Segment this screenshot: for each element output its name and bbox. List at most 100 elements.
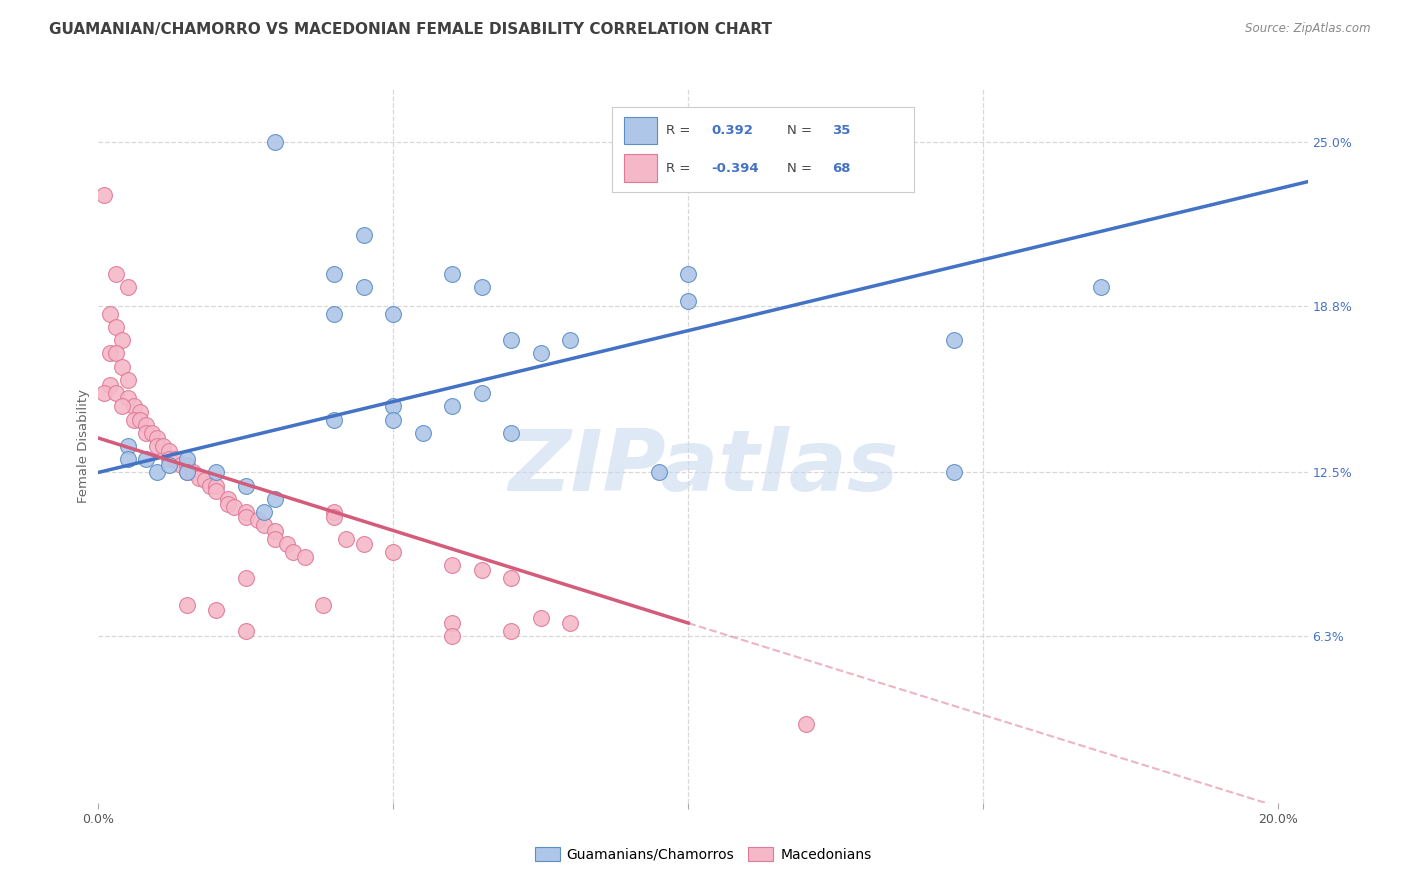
Text: -0.394: -0.394: [711, 161, 759, 175]
Text: Source: ZipAtlas.com: Source: ZipAtlas.com: [1246, 22, 1371, 36]
Y-axis label: Female Disability: Female Disability: [77, 389, 90, 503]
Point: [157, 444, 180, 458]
Point: [141, 425, 163, 440]
Point: [111, 359, 134, 374]
Point: [648, 466, 671, 480]
Point: [323, 412, 346, 426]
Text: 35: 35: [832, 124, 851, 137]
Point: [98, 346, 121, 360]
Point: [217, 491, 239, 506]
Point: [353, 227, 375, 242]
Point: [323, 505, 346, 519]
Point: [105, 267, 128, 281]
Point: [128, 412, 150, 426]
Legend: Guamanians/Chamorros, Macedonians: Guamanians/Chamorros, Macedonians: [529, 842, 877, 867]
Point: [165, 452, 187, 467]
Point: [264, 135, 287, 149]
Point: [441, 400, 464, 414]
Point: [205, 483, 228, 498]
Point: [176, 466, 198, 480]
Point: [471, 563, 494, 577]
Point: [205, 466, 228, 480]
Point: [170, 458, 193, 472]
Point: [276, 537, 298, 551]
Text: 68: 68: [832, 161, 851, 175]
Point: [146, 431, 169, 445]
Point: [382, 307, 405, 321]
Point: [323, 307, 346, 321]
Point: [501, 425, 523, 440]
Point: [181, 466, 204, 480]
Point: [471, 386, 494, 401]
Point: [128, 404, 150, 418]
Point: [412, 425, 434, 440]
Point: [501, 571, 523, 585]
Point: [678, 293, 700, 308]
Point: [501, 333, 523, 347]
Point: [246, 513, 269, 527]
Point: [252, 518, 274, 533]
Point: [382, 545, 405, 559]
Point: [205, 603, 228, 617]
Point: [264, 491, 287, 506]
Point: [323, 267, 346, 281]
Point: [122, 412, 145, 426]
Point: [205, 478, 228, 492]
Point: [194, 474, 217, 488]
Point: [117, 439, 139, 453]
Point: [135, 452, 157, 467]
Point: [441, 267, 464, 281]
Point: [111, 333, 134, 347]
Point: [157, 458, 180, 472]
Point: [235, 624, 257, 638]
Point: [530, 611, 553, 625]
Point: [335, 532, 357, 546]
Point: [105, 320, 128, 334]
Point: [281, 545, 304, 559]
Point: [264, 524, 287, 538]
Point: [98, 378, 121, 392]
Point: [93, 188, 115, 202]
Point: [235, 478, 257, 492]
Point: [501, 624, 523, 638]
Point: [235, 505, 257, 519]
Point: [93, 386, 115, 401]
Point: [176, 598, 198, 612]
Point: [117, 280, 139, 294]
Text: N =: N =: [787, 124, 817, 137]
Point: [353, 280, 375, 294]
Point: [105, 386, 128, 401]
Point: [794, 716, 817, 731]
Point: [146, 439, 169, 453]
Point: [942, 466, 965, 480]
FancyBboxPatch shape: [624, 154, 657, 182]
Point: [157, 452, 180, 467]
Point: [117, 452, 139, 467]
Point: [252, 505, 274, 519]
Point: [678, 267, 700, 281]
Text: N =: N =: [787, 161, 817, 175]
Point: [264, 532, 287, 546]
Point: [105, 346, 128, 360]
Point: [176, 466, 198, 480]
Point: [441, 616, 464, 631]
Point: [942, 333, 965, 347]
Text: GUAMANIAN/CHAMORRO VS MACEDONIAN FEMALE DISABILITY CORRELATION CHART: GUAMANIAN/CHAMORRO VS MACEDONIAN FEMALE …: [49, 22, 772, 37]
Point: [441, 558, 464, 572]
Point: [176, 458, 198, 472]
Point: [294, 549, 316, 564]
Point: [135, 425, 157, 440]
Point: [323, 510, 346, 524]
Point: [117, 373, 139, 387]
Point: [117, 392, 139, 406]
Point: [471, 280, 494, 294]
Text: 0.392: 0.392: [711, 124, 754, 137]
Point: [235, 510, 257, 524]
Point: [111, 400, 134, 414]
Text: ZIPatlas: ZIPatlas: [508, 425, 898, 509]
Point: [122, 400, 145, 414]
Point: [200, 478, 222, 492]
Point: [187, 471, 209, 485]
Point: [135, 417, 157, 432]
Point: [353, 537, 375, 551]
